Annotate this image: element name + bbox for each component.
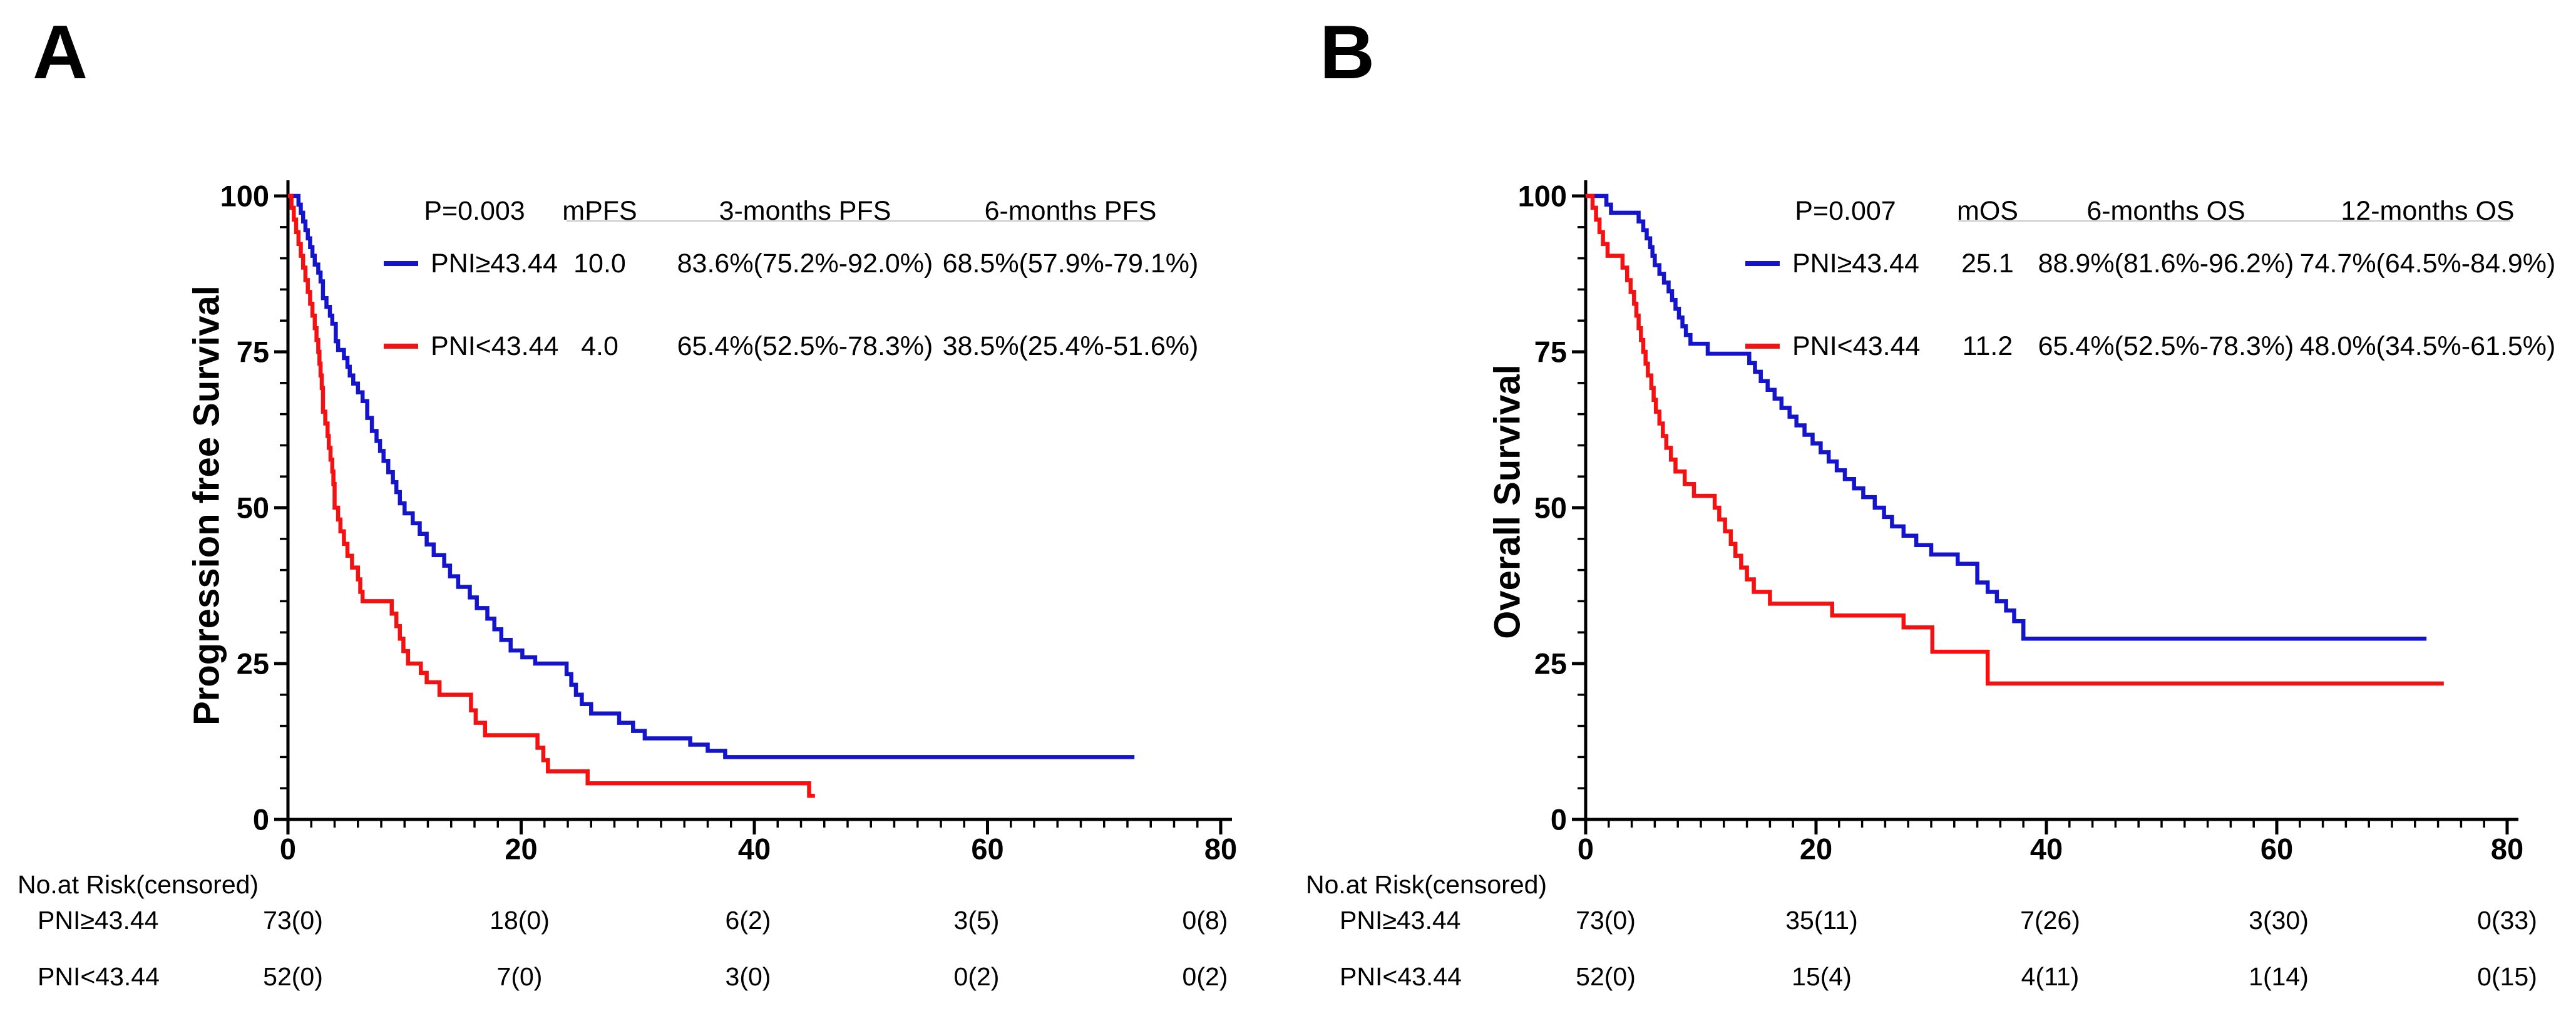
x-tick-label: 40 [2030,833,2063,866]
legend-row-value: 65.4%(52.5%-78.3%) [677,331,933,361]
legend-p-value: P=0.007 [1795,196,1896,226]
risk-row-value: 7(26) [2020,906,2080,935]
x-tick-label: 0 [1578,833,1594,866]
risk-row-value: 18(0) [490,906,550,935]
x-tick-label: 80 [2491,833,2523,866]
risk-row-value: 3(5) [954,906,1000,935]
x-tick-label: 60 [2260,833,2293,866]
legend-row-value: 48.0%(34.5%-61.5%) [2300,331,2556,361]
y-tick-label: 0 [253,803,269,836]
risk-row-value: 0(2) [1183,962,1228,991]
risk-row-value: 52(0) [263,962,323,991]
risk-row-name: PNI≥43.44 [1340,906,1460,935]
y-tick-label: 0 [1551,803,1567,836]
risk-table: No.at Risk(censored) PNI≥43.44 73(0) 18(0) 6… [18,870,1228,991]
legend-row-value: 83.6%(75.2%-92.0%) [677,249,933,279]
y-tick-label: 100 [1518,180,1567,213]
legend: P=0.003 mPFS 3-months PFS 6-months PFSPNI≥4… [384,196,1198,361]
risk-row-value: 3(30) [2249,906,2309,935]
risk-table: No.at Risk(censored) PNI≥43.44 73(0) 35(11)… [1306,870,2537,991]
y-tick-label: 50 [1534,491,1567,525]
km-panel-A: 0 25 50 75 100 0 20 40 60 80 P=0.003 mPFS 3-months P… [18,180,1237,992]
x-tick-label: 40 [738,833,771,866]
x-tick-label: 20 [505,833,537,866]
risk-row-value: 73(0) [263,906,323,935]
km-panel-B: 0 25 50 75 100 0 20 40 60 80 P=0.007 mOS 6-months OS… [1306,180,2555,992]
x-tick-label: 60 [971,833,1003,866]
legend: P=0.007 mOS 6-months OS 12-months OSPNI≥43.… [1745,196,2555,361]
risk-row-value: 3(0) [726,962,771,991]
risk-row-value: 4(11) [2021,962,2080,991]
risk-table-title: No.at Risk(censored) [1306,870,1547,899]
legend-row-name: PNI≥43.44 [431,249,558,279]
y-tick-label: 25 [237,647,269,680]
risk-row-value: 0(8) [1183,906,1228,935]
risk-row-name: PNI≥43.44 [38,906,158,935]
km-curve-low [1586,193,2444,686]
legend-row-value: 65.4%(52.5%-78.3%) [2038,331,2294,361]
legend-row-value: 4.0 [581,331,618,361]
y-tick-label: 100 [220,180,269,213]
legend-row-value: 68.5%(57.9%-79.1%) [943,249,1199,279]
panel-a-letter: A [33,9,88,95]
risk-table-title: No.at Risk(censored) [18,870,259,899]
legend-row-value: 38.5%(25.4%-51.6%) [943,331,1199,361]
risk-row-value: 1(14) [2249,962,2309,991]
y-tick-label: 25 [1534,647,1567,680]
legend-row-value: 88.9%(81.6%-96.2%) [2038,249,2294,279]
legend-row-name: PNI≥43.44 [1792,249,1919,279]
risk-row-value: 6(2) [726,906,771,935]
legend-row-value: 25.1 [1961,249,2014,279]
legend-row-name: PNI<43.44 [431,331,558,361]
km-curve-high [288,193,1135,759]
risk-row-value: 73(0) [1576,906,1636,935]
legend-row-name: PNI<43.44 [1792,331,1920,361]
risk-row-value: 15(4) [1792,962,1852,991]
panel-b-letter: B [1320,9,1375,95]
risk-row-value: 35(11) [1785,906,1857,935]
x-tick-label: 20 [1800,833,1832,866]
legend-row-value: 11.2 [1963,331,2013,361]
legend-row-value: 10.0 [573,249,626,279]
risk-row-name: PNI<43.44 [38,962,160,991]
x-tick-label: 0 [280,833,296,866]
risk-row-value: 0(33) [2477,906,2537,935]
risk-row-name: PNI<43.44 [1340,962,1462,991]
risk-row-value: 0(15) [2477,962,2537,991]
km-curve-low [288,193,815,798]
risk-row-value: 0(2) [954,962,1000,991]
y-tick-label: 50 [237,491,269,525]
legend-p-value: P=0.003 [424,196,525,226]
y-tick-label: 75 [237,336,269,369]
km-curve-high [1586,193,2427,641]
y-tick-label: 75 [1534,336,1567,369]
risk-row-value: 7(0) [497,962,543,991]
legend-row-value: 74.7%(64.5%-84.9%) [2300,249,2556,279]
risk-row-value: 52(0) [1576,962,1636,991]
x-tick-label: 80 [1204,833,1237,866]
